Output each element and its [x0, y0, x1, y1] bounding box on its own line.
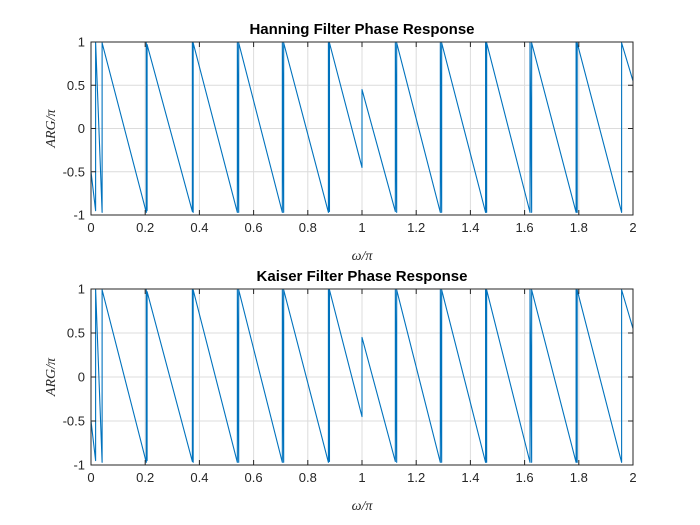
x-tick-label: 0	[87, 470, 94, 485]
x-tick-label: 1	[358, 220, 365, 235]
chart-title: Kaiser Filter Phase Response	[257, 268, 468, 285]
x-tick-label: 0.6	[245, 470, 263, 485]
y-tick-label: -0.5	[63, 414, 85, 429]
x-tick-label: 1.2	[407, 220, 425, 235]
x-tick-label: 1.4	[461, 220, 479, 235]
x-tick-label: 1.8	[570, 220, 588, 235]
y-tick-labels: -1 -0.5 0 0.5 1	[63, 35, 85, 223]
kaiser-phase-subplot: 0 0.2 0.4 0.6 0.8 1 1.2 1.4 1.6 1.8 2 -1-0.500.51 …	[44, 268, 637, 514]
x-tick-labels: 0 0.2 0.4 0.6 0.8 1 1.2 1.4 1.6 1.8 2	[87, 470, 636, 485]
y-axis-label: ARG/π	[44, 108, 59, 148]
y-tick-label: 0	[78, 370, 85, 385]
x-tick-labels: 0 0.2 0.4 0.6 0.8 1 1.2 1.4 1.6 1.8 2	[87, 220, 636, 235]
y-tick-label: -0.5	[63, 164, 85, 179]
y-tick-label: -1	[73, 208, 85, 223]
x-tick-label: 1.2	[407, 470, 425, 485]
phase-series-line	[90, 41, 634, 213]
x-tick-label: 1.8	[570, 470, 588, 485]
y-tick-label: 0	[78, 121, 85, 136]
x-tick-label: 0.8	[299, 220, 317, 235]
x-tick-label: 0.4	[190, 220, 208, 235]
x-axis-label: ω/π	[352, 249, 374, 264]
x-tick-label: 1	[358, 470, 365, 485]
x-tick-label: 0.6	[245, 220, 263, 235]
y-axis-label: ARG/π	[44, 357, 59, 397]
x-tick-label: 2	[629, 220, 636, 235]
x-tick-label: 0	[87, 220, 94, 235]
x-tick-label: 0.4	[190, 470, 208, 485]
x-tick-label: 2	[629, 470, 636, 485]
phase-series-line	[90, 288, 634, 463]
x-tick-label: 1.4	[461, 470, 479, 485]
hanning-phase-subplot: 0 0.2 0.4 0.6 0.8 1 1.2 1.4 1.6 1.8 2 -1-0.500.51 …	[44, 21, 637, 264]
y-tick-labels: -1 -0.5 0 0.5 1	[63, 282, 85, 473]
tick-marks	[90, 41, 634, 216]
x-axis-label: ω/π	[352, 499, 374, 514]
y-tick-label: 0.5	[67, 78, 85, 93]
x-tick-label: 0.8	[299, 470, 317, 485]
x-tick-label: 0.2	[136, 470, 154, 485]
tick-marks	[90, 288, 634, 466]
y-tick-label: 1	[78, 282, 85, 297]
x-tick-label: 1.6	[516, 470, 534, 485]
x-tick-label: 1.6	[516, 220, 534, 235]
x-tick-label: 0.2	[136, 220, 154, 235]
y-tick-label: -1	[73, 458, 85, 473]
y-tick-label: 0.5	[67, 326, 85, 341]
chart-title: Hanning Filter Phase Response	[249, 21, 474, 38]
y-tick-label: 1	[78, 35, 85, 50]
